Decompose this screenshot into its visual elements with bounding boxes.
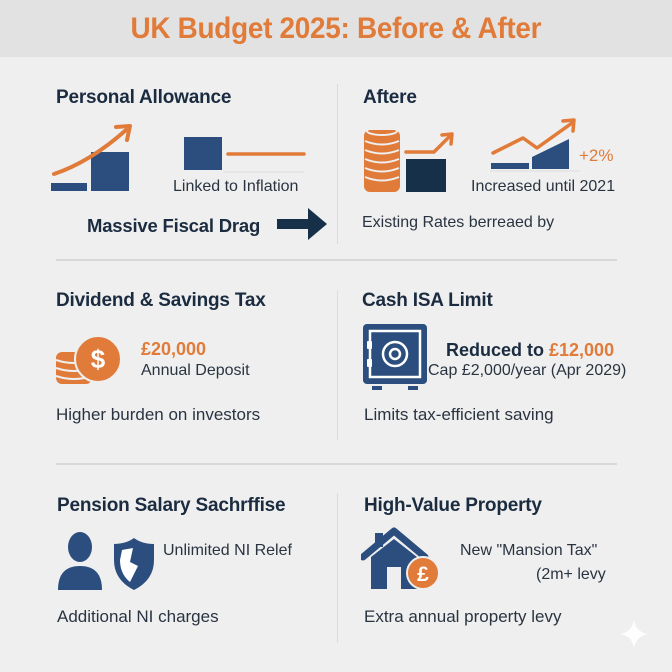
amount-label: Annual Deposit [141, 362, 250, 379]
reduced-amount: £12,000 [549, 340, 615, 360]
dollar-coins-icon: $ [55, 336, 122, 384]
relief-text: Unlimited NI Relef [163, 542, 292, 559]
column-divider-1 [337, 84, 338, 244]
panel-title: Cash ISA Limit [362, 290, 493, 311]
panel-footer: Higher burden on investors [56, 405, 261, 424]
row-divider-2 [56, 463, 617, 465]
svg-text:£: £ [417, 563, 429, 586]
panel-footer: Limits tax-efficient saving [364, 405, 554, 424]
column-divider-3 [337, 493, 338, 643]
arrow-right-icon [277, 208, 327, 240]
panel-title: Personal Allowance [56, 87, 232, 108]
column-divider-2 [337, 290, 338, 440]
panel-footer: Existing Rates berreaed by [362, 214, 555, 231]
growth-chart-icon [490, 118, 580, 172]
mansion-tax-line2: (2m+ levy [536, 566, 606, 583]
safe-icon [363, 324, 427, 390]
page-title: UK Budget 2025: Before & After [130, 11, 542, 45]
cap-text: Cap £2,000/year (Apr 2029) [428, 362, 627, 379]
panel-footer-emphasis: Massive Fiscal Drag [87, 215, 261, 236]
flat-bar-line-icon [184, 137, 306, 173]
mansion-tax-line1: New "Mansion Tax" [460, 542, 598, 559]
panel-title: High-Value Property [364, 495, 542, 516]
svg-text:$: $ [91, 344, 106, 374]
person-shield-icon [58, 532, 154, 590]
panel-title: Dividend & Savings Tax [56, 290, 266, 311]
panel-title: Aftere [363, 87, 417, 108]
panel-footer: Additional NI charges [57, 607, 219, 626]
sparkle-icon [620, 620, 648, 648]
reduced-prefix: Reduced to [446, 340, 550, 360]
panel-footer: Extra annual property levy [364, 607, 562, 626]
row-divider-1 [56, 259, 617, 261]
amount-value: £20,000 [141, 339, 207, 359]
panel-title: Pension Salary Sachrffise [57, 495, 286, 516]
panel-caption: Linked to Inflation [173, 178, 299, 195]
rising-bar-chart-icon [51, 124, 132, 191]
house-pound-icon: £ [361, 527, 440, 590]
panel-caption: Increased until 2021 [471, 178, 616, 195]
coin-stack-rising-icon [364, 126, 454, 192]
percent-badge: +2% [579, 146, 614, 165]
page-header: UK Budget 2025: Before & After [0, 0, 672, 57]
reduced-to-line: Reduced to £12,000 [446, 340, 614, 361]
